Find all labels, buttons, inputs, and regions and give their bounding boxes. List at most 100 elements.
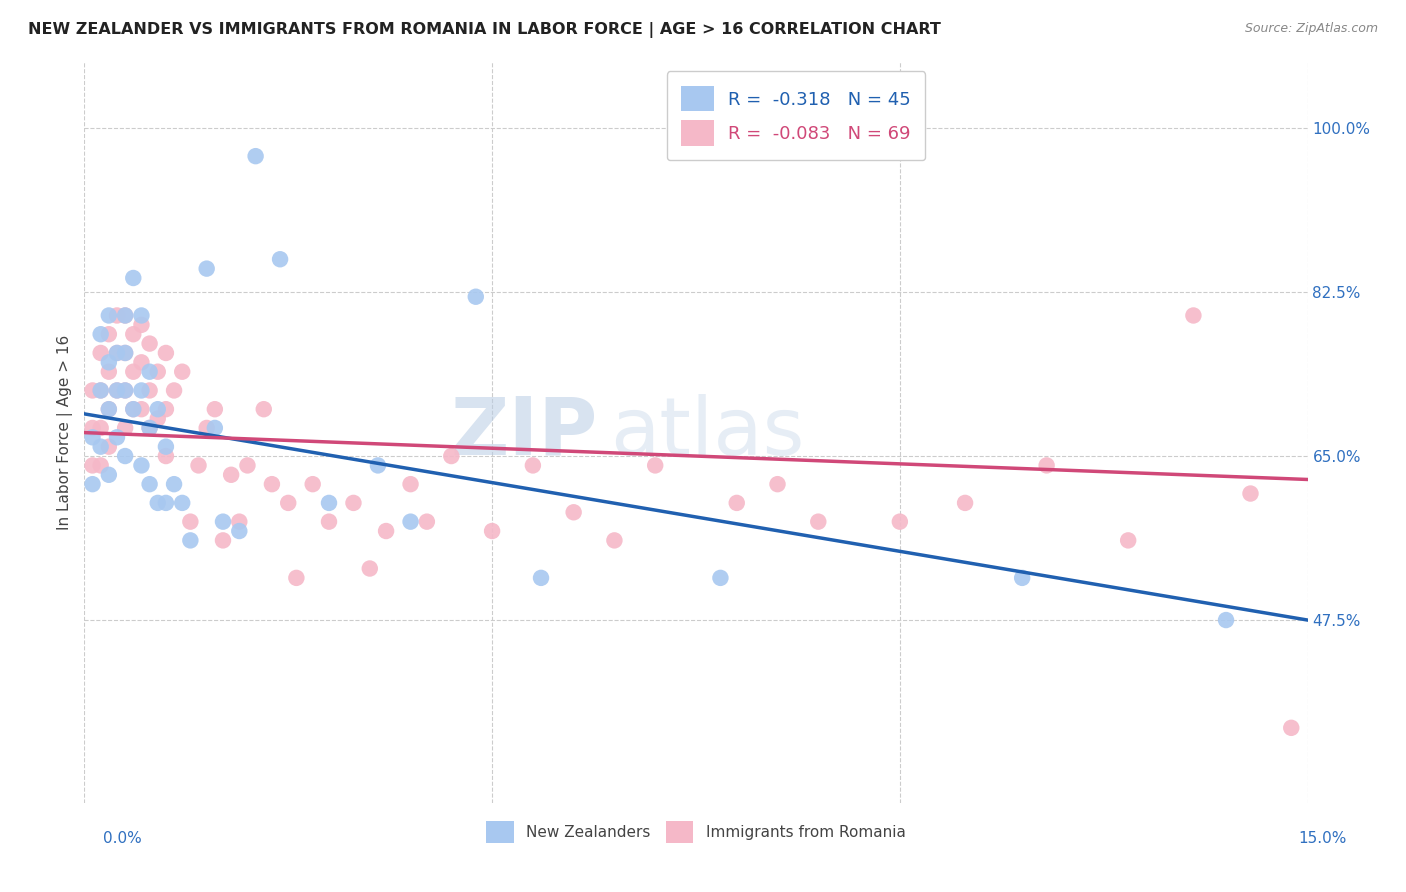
Point <box>114 346 136 360</box>
Point <box>122 402 145 417</box>
Point <box>114 384 136 398</box>
Point <box>82 477 104 491</box>
Point <box>416 515 439 529</box>
Point <box>114 346 136 360</box>
Point <box>90 384 112 398</box>
Point <box>644 458 666 473</box>
Point <box>953 496 976 510</box>
Point <box>1215 613 1237 627</box>
Point <box>82 430 104 444</box>
Point <box>318 515 340 529</box>
Point <box>138 384 160 398</box>
Point <box>105 384 128 398</box>
Point <box>399 477 422 491</box>
Point <box>131 318 153 332</box>
Point <box>90 327 112 342</box>
Point <box>277 496 299 510</box>
Point <box>212 533 235 548</box>
Point <box>105 430 128 444</box>
Point <box>399 515 422 529</box>
Point <box>709 571 731 585</box>
Point <box>155 346 177 360</box>
Point <box>155 402 177 417</box>
Point <box>1116 533 1139 548</box>
Point <box>253 402 276 417</box>
Point <box>122 365 145 379</box>
Point <box>464 290 486 304</box>
Point <box>766 477 789 491</box>
Point <box>530 571 553 585</box>
Point <box>146 411 169 425</box>
Point <box>114 421 136 435</box>
Point <box>195 261 218 276</box>
Point <box>146 402 169 417</box>
Point <box>245 149 267 163</box>
Point <box>90 346 112 360</box>
Point <box>97 327 120 342</box>
Point <box>97 467 120 482</box>
Point <box>138 336 160 351</box>
Point <box>122 271 145 285</box>
Text: ZIP: ZIP <box>451 393 598 472</box>
Point <box>481 524 503 538</box>
Point <box>318 496 340 510</box>
Point <box>204 421 226 435</box>
Text: atlas: atlas <box>610 393 804 472</box>
Point <box>138 421 160 435</box>
Point <box>163 477 186 491</box>
Point <box>105 346 128 360</box>
Point <box>179 515 201 529</box>
Point <box>114 309 136 323</box>
Legend: New Zealanders, Immigrants from Romania: New Zealanders, Immigrants from Romania <box>479 814 912 851</box>
Point <box>82 421 104 435</box>
Point <box>228 524 250 538</box>
Point <box>105 384 128 398</box>
Y-axis label: In Labor Force | Age > 16: In Labor Force | Age > 16 <box>58 335 73 530</box>
Point <box>375 524 398 538</box>
Point <box>131 458 153 473</box>
Point <box>82 384 104 398</box>
Point <box>172 365 194 379</box>
Text: Source: ZipAtlas.com: Source: ZipAtlas.com <box>1244 22 1378 36</box>
Point <box>90 458 112 473</box>
Point <box>114 309 136 323</box>
Point <box>187 458 209 473</box>
Point <box>219 467 242 482</box>
Point <box>1182 309 1205 323</box>
Point <box>228 515 250 529</box>
Point <box>269 252 291 267</box>
Point <box>301 477 323 491</box>
Point <box>97 309 120 323</box>
Point <box>131 402 153 417</box>
Point <box>97 402 120 417</box>
Point <box>367 458 389 473</box>
Point <box>889 515 911 529</box>
Point <box>172 496 194 510</box>
Point <box>236 458 259 473</box>
Point <box>155 449 177 463</box>
Point <box>114 449 136 463</box>
Point <box>1239 486 1261 500</box>
Point <box>138 421 160 435</box>
Point <box>163 384 186 398</box>
Point <box>212 515 235 529</box>
Point <box>131 309 153 323</box>
Point <box>114 384 136 398</box>
Point <box>122 402 145 417</box>
Point <box>204 402 226 417</box>
Point <box>195 421 218 435</box>
Point <box>725 496 748 510</box>
Point <box>440 449 463 463</box>
Point <box>155 440 177 454</box>
Point <box>105 309 128 323</box>
Point <box>138 477 160 491</box>
Point <box>1011 571 1033 585</box>
Point <box>97 402 120 417</box>
Point <box>562 505 585 519</box>
Point <box>97 440 120 454</box>
Point <box>603 533 626 548</box>
Point <box>179 533 201 548</box>
Point <box>1279 721 1302 735</box>
Text: 0.0%: 0.0% <box>103 831 142 847</box>
Point <box>155 496 177 510</box>
